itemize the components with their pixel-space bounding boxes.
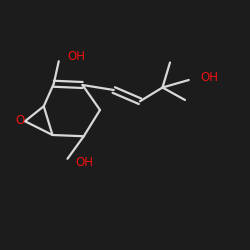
Text: O: O: [15, 114, 24, 126]
Text: OH: OH: [200, 71, 218, 84]
Text: OH: OH: [68, 50, 86, 63]
Text: OH: OH: [75, 156, 93, 170]
